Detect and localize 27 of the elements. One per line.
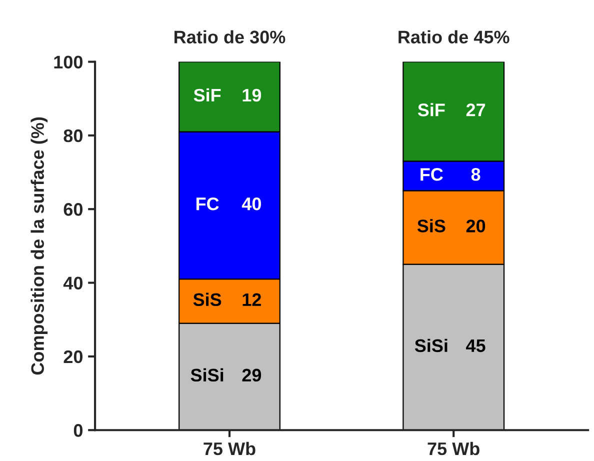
data-label: 27 — [466, 104, 486, 116]
y-axis-title: Composition de la surface (%) — [30, 117, 48, 375]
x-tick-label: 75 Wb — [428, 442, 480, 456]
text: SiSi — [414, 338, 448, 352]
y-tick-label: 0 — [74, 424, 82, 437]
text: SiF — [418, 103, 445, 116]
series-label: SiF — [194, 88, 221, 102]
data-label: 40 — [242, 197, 261, 210]
y-tick-label: 60 — [64, 203, 82, 216]
x-tick-label: 75 Wb — [204, 442, 256, 456]
text: FC — [196, 197, 219, 210]
data-label: 12 — [242, 293, 262, 306]
y-tick-label: 20 — [64, 350, 82, 364]
series-label: FC — [420, 168, 443, 181]
data-label: 19 — [242, 88, 262, 102]
y-tick-label: 80 — [64, 129, 82, 142]
data-label: 8 — [471, 168, 480, 181]
series-label: SiSi — [190, 368, 224, 382]
data-label: 45 — [466, 339, 486, 352]
text: Ratio de 45% — [398, 30, 510, 44]
y-tick-label: 40 — [63, 276, 82, 290]
data-label: 20 — [466, 220, 486, 232]
data-label: 29 — [242, 368, 262, 382]
text: SiS — [417, 219, 446, 232]
text: Ratio de 30% — [174, 30, 286, 44]
series-label: SiS — [193, 292, 222, 306]
y-tick-label: 100 — [54, 56, 82, 68]
